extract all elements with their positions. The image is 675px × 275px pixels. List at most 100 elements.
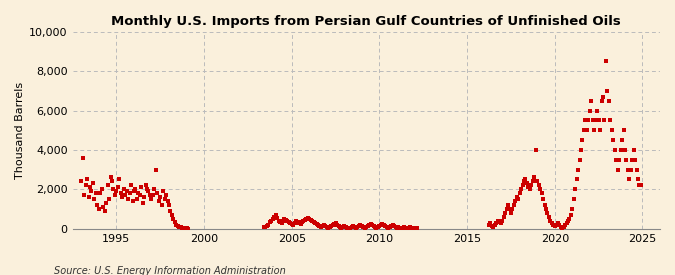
Point	[406, 226, 417, 230]
Point	[497, 219, 508, 223]
Point	[313, 222, 323, 227]
Point	[403, 226, 414, 230]
Point	[399, 224, 410, 229]
Point	[409, 226, 420, 230]
Point	[314, 224, 325, 228]
Point	[485, 221, 496, 225]
Point	[316, 224, 327, 229]
Point	[545, 219, 556, 223]
Point	[102, 183, 113, 188]
Point	[492, 219, 503, 223]
Point	[398, 226, 408, 230]
Point	[508, 203, 519, 207]
Point	[284, 219, 294, 224]
Point	[260, 224, 271, 229]
Point	[611, 158, 622, 162]
Point	[149, 187, 160, 191]
Point	[325, 224, 335, 229]
Point	[367, 222, 377, 227]
Point	[554, 222, 564, 227]
Point	[566, 213, 576, 217]
Point	[531, 148, 541, 152]
Point	[518, 179, 529, 184]
Point	[146, 197, 157, 201]
Point	[171, 222, 182, 227]
Point	[124, 191, 135, 196]
Point	[526, 183, 537, 188]
Point	[583, 118, 594, 123]
Point	[126, 183, 136, 188]
Point	[161, 193, 171, 197]
Point	[615, 148, 626, 152]
Point	[335, 224, 346, 229]
Point	[539, 203, 550, 207]
Point	[578, 128, 589, 133]
Point	[270, 213, 281, 217]
Point	[331, 222, 342, 227]
Point	[108, 187, 119, 191]
Point	[590, 118, 601, 123]
Point	[301, 217, 312, 221]
Point	[304, 217, 315, 221]
Point	[364, 222, 375, 227]
Point	[282, 219, 293, 223]
Point	[182, 226, 193, 231]
Point	[177, 226, 188, 230]
Point	[114, 177, 125, 182]
Point	[279, 217, 290, 221]
Point	[537, 197, 548, 201]
Point	[589, 128, 599, 133]
Point	[603, 98, 614, 103]
Point	[311, 222, 322, 226]
Point	[272, 216, 283, 220]
Point	[370, 224, 381, 229]
Point	[105, 175, 116, 180]
Point	[152, 191, 163, 196]
Point	[352, 224, 363, 229]
Point	[123, 197, 134, 201]
Point	[288, 222, 298, 227]
Point	[138, 195, 149, 199]
Point	[259, 225, 269, 229]
Title: Monthly U.S. Imports from Persian Gulf Countries of Unfinished Oils: Monthly U.S. Imports from Persian Gulf C…	[111, 15, 621, 28]
Point	[172, 224, 183, 228]
Point	[498, 214, 509, 219]
Point	[597, 95, 608, 99]
Point	[503, 203, 514, 207]
Point	[514, 191, 525, 196]
Point	[512, 195, 522, 199]
Point	[323, 226, 333, 230]
Point	[373, 224, 383, 229]
Point	[365, 222, 376, 226]
Point	[564, 217, 574, 221]
Point	[163, 203, 174, 207]
Point	[489, 222, 500, 227]
Point	[631, 167, 642, 172]
Point	[345, 226, 356, 230]
Point	[340, 224, 351, 229]
Point	[263, 222, 274, 227]
Point	[542, 211, 553, 215]
Point	[92, 203, 103, 207]
Point	[180, 226, 190, 230]
Point	[355, 222, 366, 227]
Point	[483, 222, 494, 227]
Point	[570, 187, 580, 191]
Point	[133, 191, 144, 196]
Point	[310, 221, 321, 225]
Point	[517, 183, 528, 188]
Point	[585, 108, 595, 113]
Point	[488, 224, 499, 229]
Point	[153, 199, 164, 203]
Point	[576, 148, 587, 152]
Point	[561, 221, 572, 225]
Point	[118, 187, 129, 191]
Point	[520, 177, 531, 182]
Point	[592, 108, 603, 113]
Point	[495, 221, 506, 225]
Point	[620, 148, 630, 152]
Point	[330, 221, 341, 225]
Point	[384, 224, 395, 229]
Point	[560, 222, 570, 227]
Point	[107, 179, 117, 184]
